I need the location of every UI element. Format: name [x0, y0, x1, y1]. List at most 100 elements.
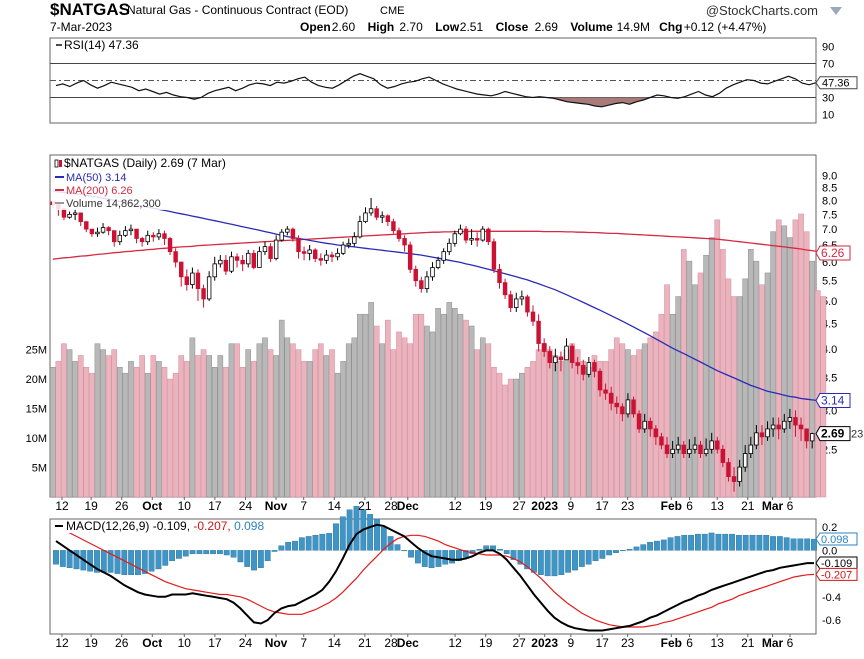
candle-body — [218, 259, 223, 265]
macd-histogram-bar — [128, 550, 135, 575]
volume-bar — [172, 372, 179, 498]
candle-body — [525, 296, 530, 313]
macd-histogram-bar — [53, 550, 59, 565]
candlestick — [106, 226, 111, 236]
macd-histogram-bar — [339, 516, 346, 551]
volume-bar — [440, 313, 447, 498]
candle-body — [145, 234, 150, 243]
x-tick-label: Mar — [762, 636, 784, 650]
macd-histogram-bar — [790, 538, 797, 551]
candlestick — [447, 238, 452, 256]
volume-bar — [323, 355, 330, 498]
volume-bar — [613, 337, 620, 498]
candle-body — [804, 428, 809, 442]
candlestick — [223, 255, 229, 275]
macd-histogram-bar — [449, 550, 455, 564]
candlestick — [67, 211, 72, 219]
candlestick — [519, 290, 525, 306]
candle-body — [636, 413, 642, 430]
candle-body — [123, 230, 128, 236]
volume-bar — [77, 355, 84, 498]
candlestick — [720, 445, 726, 468]
macd-histogram-bar — [633, 546, 640, 551]
candlestick — [742, 445, 748, 472]
volume-bar — [362, 313, 369, 498]
candlestick — [569, 343, 575, 369]
candlestick — [592, 359, 597, 378]
candlestick — [536, 314, 541, 352]
candle-body — [112, 230, 117, 243]
volume-bar — [658, 313, 665, 498]
macd-histogram-bar — [367, 514, 374, 551]
candlestick — [558, 351, 564, 372]
candle-body — [726, 462, 731, 478]
macd-histogram-bar — [278, 545, 285, 551]
candle-body — [340, 244, 346, 254]
candlestick — [502, 278, 508, 299]
candle-body — [625, 399, 631, 415]
volume-bar — [150, 355, 157, 498]
macd-histogram-bar — [585, 550, 592, 565]
candle-body — [156, 233, 162, 238]
macd-histogram-bar — [763, 535, 770, 551]
volume-bar — [412, 313, 419, 498]
macd-current-tag — [815, 567, 858, 581]
candle-body — [742, 453, 748, 468]
macd-legend: MACD(12,26,9) -0.109, -0.207, 0.098 — [66, 519, 264, 533]
macd-histogram-bar — [264, 550, 271, 562]
macd-tick-label: 0.2 — [822, 522, 837, 534]
volume-bar — [200, 349, 207, 498]
candlestick — [670, 440, 675, 459]
volume-bar — [334, 372, 341, 498]
volume-bar — [675, 296, 682, 498]
candle-body — [273, 239, 279, 259]
candle-body — [631, 399, 636, 415]
x-tick-label: 23 — [621, 636, 635, 650]
candlestick — [380, 211, 385, 224]
candle-body — [497, 268, 502, 284]
macd-histogram-bar — [196, 550, 203, 555]
rsi-legend: RSI(14) 47.36 — [64, 38, 139, 52]
volume-bar — [72, 361, 78, 498]
volume-bar — [49, 367, 56, 498]
candlestick — [687, 439, 692, 459]
candle-body — [407, 244, 413, 270]
candlestick — [240, 255, 245, 272]
macd-histogram-bar — [408, 550, 415, 558]
candlestick — [100, 223, 106, 234]
ohlc-value-close: 2.69 — [535, 20, 559, 34]
candlestick — [335, 248, 340, 261]
x-tick-label: 9 — [568, 636, 575, 650]
volume-bar — [401, 337, 408, 498]
volume-bar — [703, 254, 709, 498]
macd-histogram-bar — [578, 550, 585, 567]
candle-body — [318, 258, 324, 261]
volume-bar — [736, 296, 743, 498]
x-tick-label: 19 — [479, 499, 493, 513]
macd-histogram-bar — [141, 550, 148, 574]
candlestick — [748, 436, 753, 459]
candle-body — [558, 356, 564, 361]
macd-histogram-bar — [66, 550, 73, 568]
candlestick — [804, 428, 809, 449]
x-tick-label: Oct — [142, 636, 162, 650]
x-tick-label: Feb — [661, 499, 682, 513]
candlestick — [151, 232, 156, 242]
candlestick — [391, 218, 396, 234]
x-tick-label: 24 — [239, 636, 253, 650]
volume-bar — [463, 319, 469, 498]
candlestick — [218, 255, 223, 268]
macd-histogram-bar — [742, 535, 749, 551]
x-tick-label: 17 — [595, 636, 609, 650]
expand-arrow-icon[interactable] — [830, 7, 842, 15]
price-current-value: 6.26 — [821, 246, 845, 260]
candle-body — [419, 280, 424, 290]
volume-bar — [189, 337, 196, 498]
macd-histogram-bar — [176, 550, 182, 559]
volume-bar — [496, 372, 503, 498]
candlestick — [419, 276, 424, 293]
candlestick — [167, 236, 173, 256]
x-tick-label: 17 — [595, 499, 609, 513]
